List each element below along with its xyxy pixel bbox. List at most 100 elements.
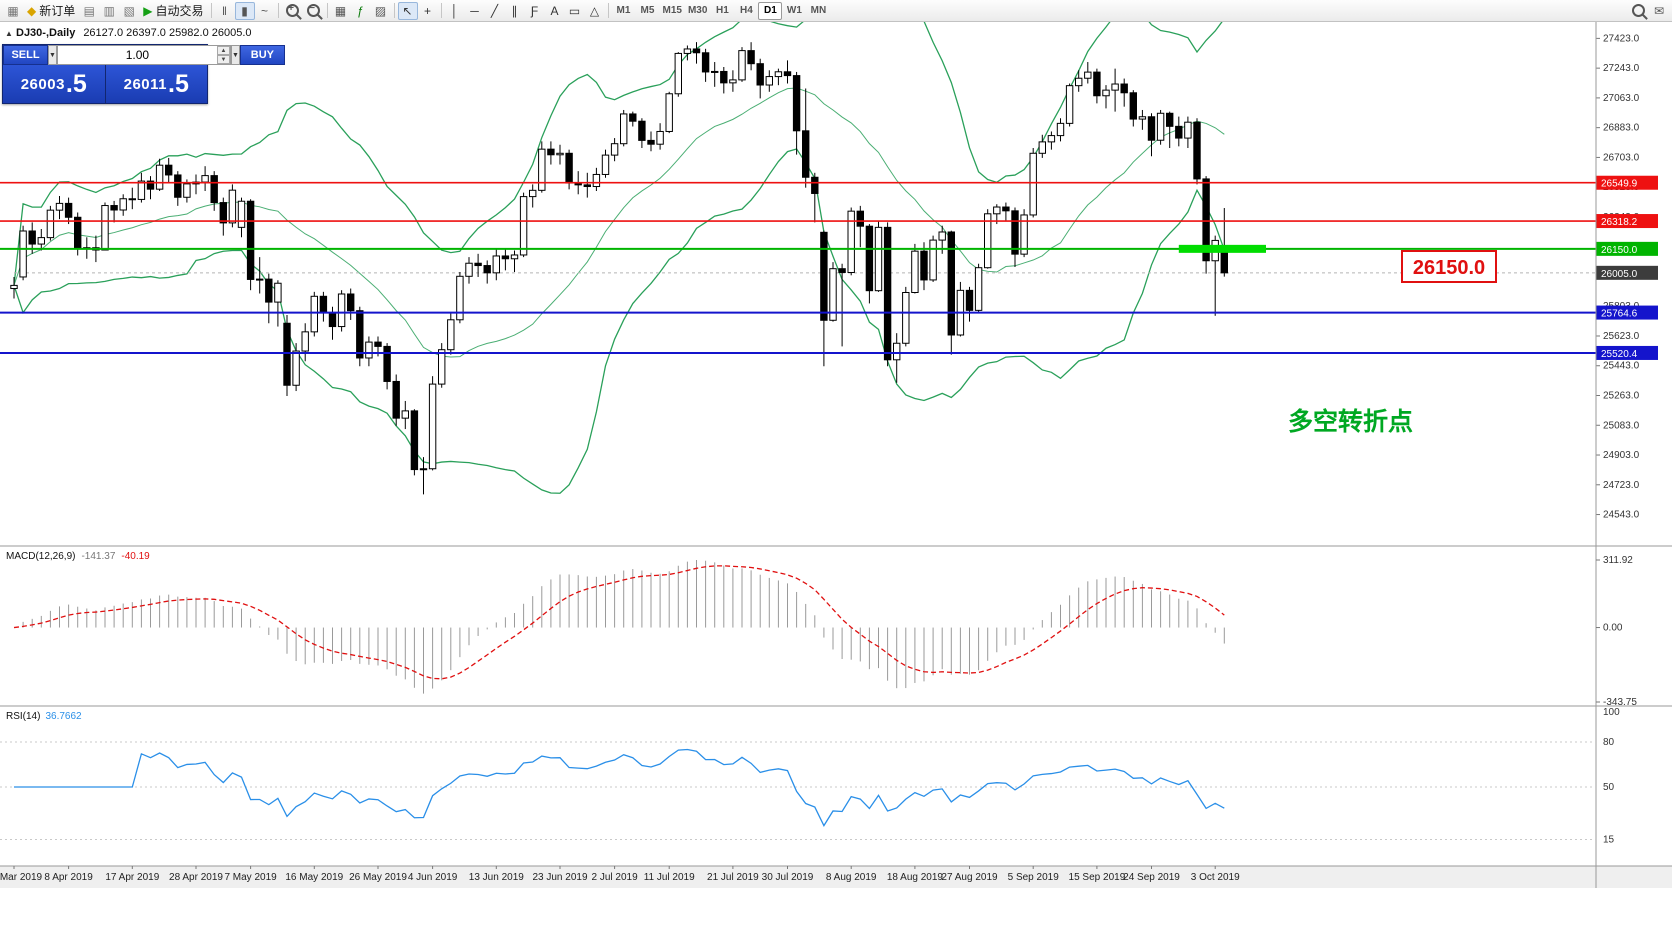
date-axis-strip: [0, 866, 1672, 888]
shapes-button[interactable]: △: [585, 2, 605, 20]
toolbar-separator: [607, 3, 609, 18]
date-axis-label: 8 Apr 2019: [44, 872, 93, 883]
zoom-out-icon: −: [306, 3, 320, 17]
fibonacci-button[interactable]: Ƒ: [525, 2, 545, 20]
zoom-in-button[interactable]: +: [282, 2, 303, 20]
crosshair-icon: +: [423, 3, 431, 18]
vertical-line-button[interactable]: │: [445, 2, 465, 20]
candles-chart-type-icon: ▮: [241, 3, 248, 18]
bars-chart-type-icon: ‖: [222, 3, 227, 18]
buy-price[interactable]: 26011.5: [105, 65, 207, 103]
sell-button[interactable]: SELL: [3, 45, 48, 65]
timeframe-M1-button[interactable]: M1: [612, 2, 636, 20]
templates-icon: ▨: [374, 3, 387, 18]
price-axis-label: 25263.0: [1603, 391, 1640, 402]
pivot-highlight-segment[interactable]: [1178, 244, 1266, 253]
volume-down-button[interactable]: ▼: [216, 55, 230, 64]
resistance-line-2-tag-label: 26318.2: [1601, 217, 1638, 228]
date-axis-label: 3 Oct 2019: [1191, 872, 1240, 883]
text-button[interactable]: A: [545, 2, 565, 20]
bollinger-bands: [13, 0, 1225, 494]
new-order-button[interactable]: ◆ 新订单: [23, 2, 79, 20]
indicators-button[interactable]: ƒ: [351, 2, 371, 20]
market-watch-icon: ▤: [83, 3, 95, 18]
price-axis-label: 24543.0: [1603, 510, 1640, 521]
candles-chart-type-button[interactable]: ▮: [234, 1, 255, 20]
toolbar: ▦ ◆ 新订单 ▤ ▥ ▧ ▶ 自动交易 ‖ ▮ ~ + − ▦ ƒ ▨ ↖ + │ ─ ╱ ∥ Ƒ A ▭ △ M1 M5 M15 M3…: [0, 0, 1672, 22]
price-axis-label: 24903.0: [1603, 450, 1640, 461]
bars-chart-type-button[interactable]: ‖: [215, 2, 235, 20]
timeframe-H4-button[interactable]: H4: [734, 2, 758, 20]
equidistant-channel-button[interactable]: ∥: [505, 2, 525, 20]
candles-layer[interactable]: [10, 42, 1228, 495]
pivot-line-tag: [1596, 241, 1658, 256]
vertical-line-icon: │: [450, 3, 459, 18]
text-label-icon: ▭: [568, 3, 581, 18]
bollinger-middle-line: [13, 87, 1225, 358]
sell-price[interactable]: 26003.5: [3, 65, 106, 103]
text-label-button[interactable]: ▭: [565, 2, 585, 20]
price-axis-label: 26883.0: [1603, 123, 1640, 134]
search-button[interactable]: [1628, 2, 1649, 20]
volume-box: ▲ ▼: [56, 45, 231, 65]
horizontal-line-icon: ─: [470, 3, 479, 18]
navigator-button[interactable]: ▧: [119, 2, 139, 20]
date-axis-label: 17 Apr 2019: [105, 872, 159, 883]
templates-button[interactable]: ▨: [371, 2, 391, 20]
tile-windows-icon: ▦: [334, 3, 347, 18]
market-watch-button[interactable]: ▤: [79, 2, 99, 20]
tile-windows-button[interactable]: ▦: [331, 2, 351, 20]
resistance-line-2-tag: [1596, 214, 1658, 229]
macd-axis-label: -343.75: [1603, 697, 1637, 708]
volume-up-button[interactable]: ▲: [216, 46, 230, 55]
trendline-button[interactable]: ╱: [485, 2, 505, 20]
price-axis-label: 27063.0: [1603, 93, 1640, 104]
navigator-icon: ▧: [123, 3, 135, 18]
buy-dropdown-icon[interactable]: ▼: [230, 45, 240, 65]
chart-title: DJ30-,Daily 26127.0 26397.0 25982.0 26005…: [16, 27, 252, 39]
date-axis-label: 21 Jul 2019: [707, 872, 759, 883]
toolbar-separator: [393, 3, 395, 18]
one-click-toggle-icon[interactable]: ▲: [5, 29, 13, 38]
timeframe-M5-button[interactable]: M5: [636, 2, 660, 20]
timeframe-H1-button[interactable]: H1: [710, 2, 734, 20]
date-axis-label: 2 Jul 2019: [592, 872, 639, 883]
toolbar-separator: [326, 3, 328, 18]
auto-trading-button[interactable]: ▶ 自动交易: [139, 2, 207, 20]
one-click-trading-panel: SELL ▼ ▲ ▼ ▼ BUY 26003.5 26011.5: [2, 44, 285, 104]
current-price-tag: [1596, 265, 1658, 280]
timeframe-MN-button[interactable]: MN: [806, 2, 830, 20]
date-axis-label: 13 Jun 2019: [469, 872, 524, 883]
cursor-button[interactable]: ↖: [397, 1, 418, 20]
data-window-button[interactable]: ▥: [99, 2, 119, 20]
new-chart-button[interactable]: ▦: [3, 2, 23, 20]
timeframe-W1-button[interactable]: W1: [782, 2, 806, 20]
date-axis-label: 8 Aug 2019: [826, 872, 877, 883]
line-chart-type-button[interactable]: ~: [255, 2, 275, 20]
date-axis-label: 30 Jul 2019: [762, 872, 814, 883]
rsi-axis-label: 15: [1603, 835, 1615, 846]
message-button[interactable]: ✉: [1649, 2, 1669, 20]
timeframe-M15-button[interactable]: M15: [660, 2, 685, 20]
macd-axis-label: 0.00: [1603, 623, 1623, 634]
auto-trading-button-label: 自动交易: [155, 4, 204, 18]
support-line-1-tag-label: 25764.6: [1601, 309, 1638, 320]
turning-point-annotation: 多空转折点: [1288, 407, 1413, 436]
volume-spinner: ▲ ▼: [216, 46, 230, 64]
timeframe-D1-button[interactable]: D1: [758, 1, 783, 20]
date-axis-label: 28 Apr 2019: [169, 872, 223, 883]
date-axis-label: 26 May 2019: [349, 872, 407, 883]
horizontal-line-button[interactable]: ─: [465, 2, 485, 20]
buy-button[interactable]: BUY: [239, 45, 285, 65]
zoom-out-button[interactable]: −: [303, 2, 324, 20]
price-axis-label: 27243.0: [1603, 63, 1640, 74]
date-axis-label: 7 May 2019: [224, 872, 277, 883]
price-callout-box[interactable]: [1401, 250, 1497, 283]
timeframe-M30-button[interactable]: M30: [685, 2, 710, 20]
data-window-icon: ▥: [103, 3, 115, 18]
new-order-button-label: 新订单: [39, 4, 76, 18]
volume-input[interactable]: [57, 46, 217, 64]
crosshair-button[interactable]: +: [418, 2, 438, 20]
sell-dropdown-icon[interactable]: ▼: [48, 45, 57, 65]
